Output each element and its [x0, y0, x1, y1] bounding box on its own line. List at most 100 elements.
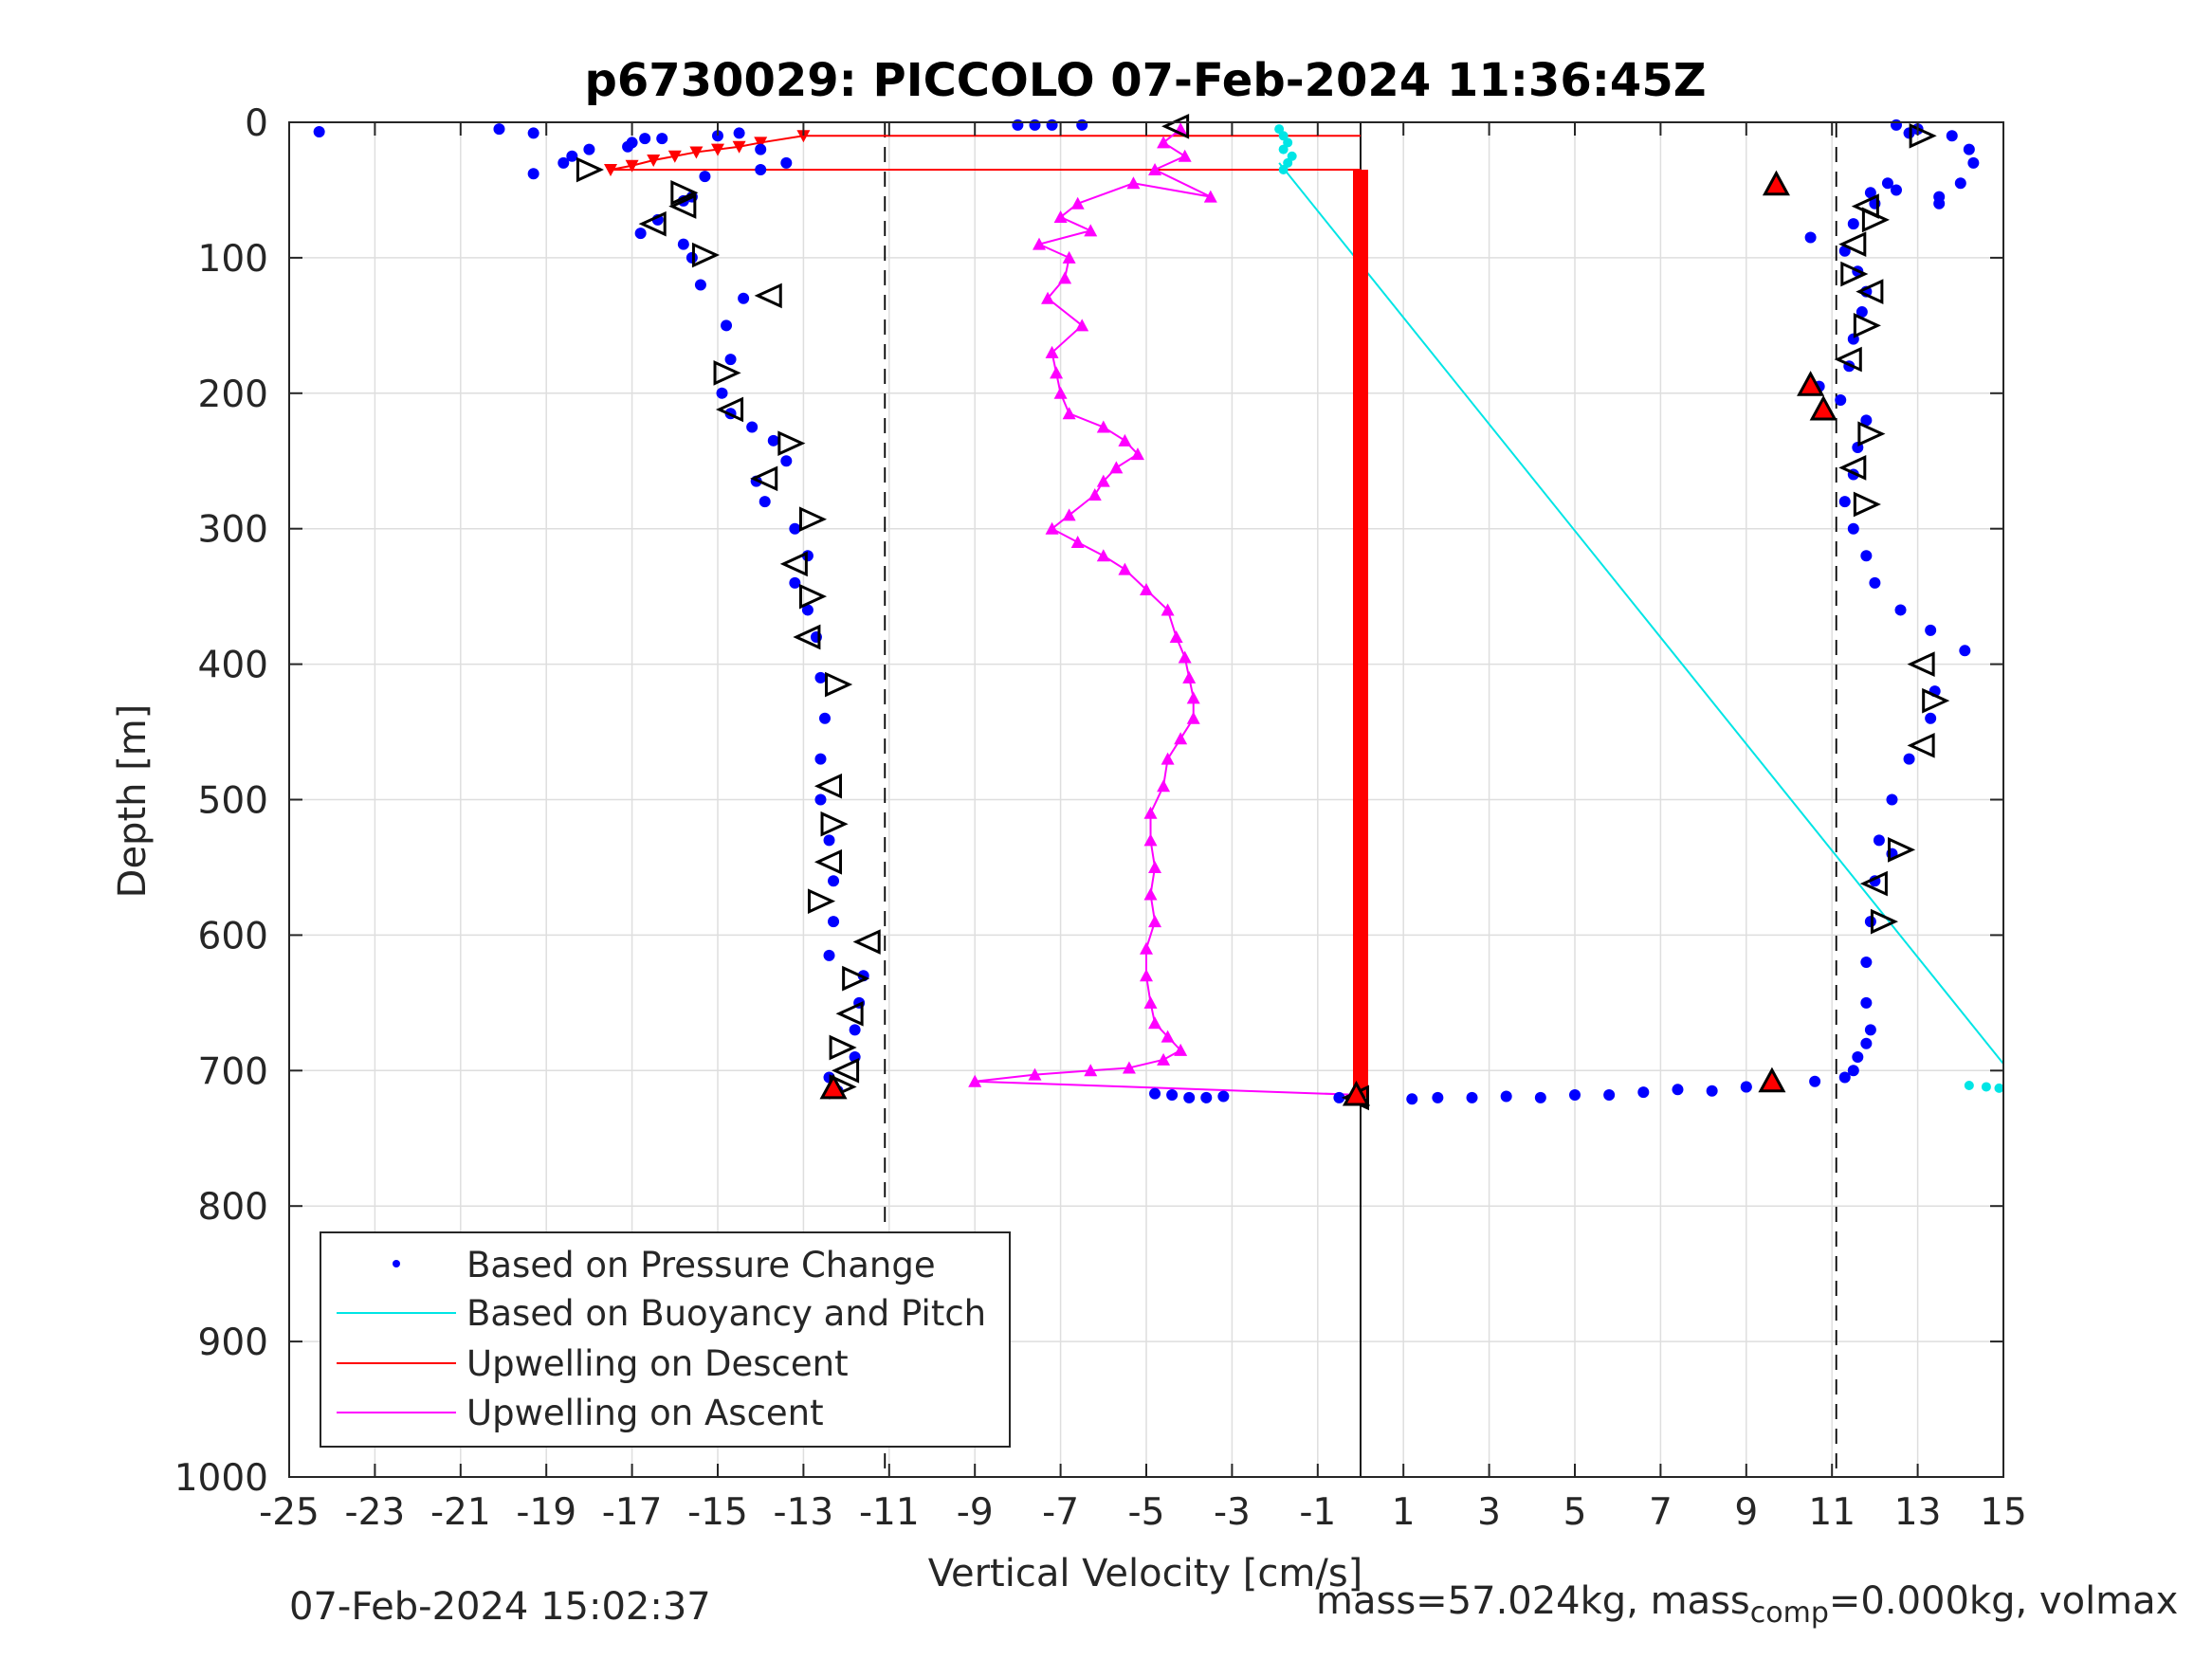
upwelling-ascent-point — [1050, 366, 1064, 379]
plot-area — [313, 113, 2004, 1111]
pressure-change-point — [789, 576, 801, 589]
pressure-change-point — [1466, 1091, 1478, 1103]
footer-mass-subscript: comp — [1749, 1596, 1829, 1630]
upwelling-ascent-point — [1118, 562, 1132, 575]
pressure-change-point — [1963, 143, 1975, 155]
marker-triangle — [1853, 313, 1881, 338]
marker-triangle — [691, 242, 721, 268]
upwelling-descent-bar — [1353, 170, 1368, 1098]
marker-red-triangle — [1809, 394, 1837, 421]
upwelling-ascent-point — [968, 1074, 982, 1087]
pressure-change-point — [828, 916, 840, 928]
pressure-change-point — [1809, 1075, 1821, 1087]
upwelling-ascent-point — [1062, 508, 1076, 521]
pressure-change-point — [1860, 996, 1873, 1009]
upwelling-ascent-point — [1053, 386, 1068, 399]
upwelling-descent-point — [711, 143, 724, 156]
marker-triangle — [820, 811, 849, 837]
buoyancy-pitch-point — [1994, 1083, 2004, 1093]
upwelling-ascent-point — [1174, 732, 1188, 745]
pressure-change-point — [1838, 1071, 1851, 1084]
pressure-change-point — [814, 793, 827, 806]
y-tick-label: 400 — [198, 645, 268, 687]
pressure-change-point — [1847, 1065, 1859, 1077]
upwelling-descent-point — [689, 146, 704, 159]
legend-label-descent: Upwelling on Descent — [466, 1343, 849, 1384]
pressure-change-point — [1740, 1081, 1752, 1093]
pressure-change-point — [1869, 576, 1881, 589]
y-tick-label: 1000 — [174, 1457, 268, 1500]
pressure-change-point — [1149, 1087, 1161, 1100]
upwelling-ascent-point — [1174, 1043, 1188, 1056]
upwelling-ascent-point — [1096, 549, 1110, 562]
pressure-change-point — [1864, 1024, 1876, 1036]
upwelling-ascent-point — [1033, 237, 1046, 250]
marker-triangle — [1907, 733, 1935, 758]
pressure-change-point — [746, 421, 759, 433]
marker-triangle — [638, 210, 667, 237]
marker-triangle — [814, 848, 843, 875]
upwelling-ascent-point — [1109, 461, 1124, 474]
pressure-change-point — [1012, 118, 1024, 131]
upwelling-ascent-point — [1126, 176, 1141, 190]
x-tick-label: -17 — [602, 1491, 663, 1534]
pressure-change-point — [1200, 1091, 1213, 1103]
pressure-change-point — [1954, 177, 1966, 190]
pressure-change-point — [558, 156, 570, 169]
pressure-change-point — [1166, 1089, 1179, 1102]
upwelling-ascent-point — [1130, 447, 1144, 461]
legend-box — [320, 1231, 1011, 1448]
y-tick-label: 300 — [198, 509, 268, 552]
upwelling-ascent-point — [1143, 806, 1158, 819]
upwelling-descent-point — [754, 137, 768, 150]
pressure-change-point — [1891, 184, 1902, 196]
upwelling-ascent-point — [1161, 603, 1175, 616]
marker-triangle — [842, 965, 870, 992]
pressure-change-point — [1967, 156, 1980, 169]
footer-mass-info: mass=57.024kg, masscomp=0.000kg, volmax — [1316, 1579, 2178, 1630]
x-tick-label: -5 — [1128, 1491, 1165, 1534]
pressure-change-point — [622, 140, 634, 153]
marker-triangle — [1838, 455, 1867, 481]
pressure-change-point — [566, 150, 578, 162]
pressure-change-point — [823, 834, 835, 847]
y-tick-label: 500 — [198, 780, 268, 823]
footer-timestamp: 07-Feb-2024 15:02:37 — [289, 1585, 711, 1629]
buoyancy-pitch-point — [1278, 165, 1289, 175]
upwelling-ascent-point — [1058, 271, 1072, 284]
upwelling-ascent-point — [1169, 630, 1183, 644]
upwelling-ascent-point — [1157, 1052, 1171, 1066]
upwelling-ascent-point — [1143, 833, 1158, 847]
pressure-change-point — [801, 604, 814, 616]
marker-red-triangle — [1762, 170, 1790, 196]
buoyancy-pitch-line — [1278, 162, 2004, 1065]
x-tick-label: -25 — [259, 1491, 320, 1534]
pressure-change-point — [1333, 1091, 1345, 1103]
x-tick-label: 1 — [1392, 1491, 1416, 1534]
marker-triangle — [715, 396, 744, 423]
upwelling-descent-point — [625, 159, 639, 173]
pressure-change-point — [1847, 218, 1859, 230]
marker-triangle — [713, 360, 741, 386]
legend-label-ascent: Upwelling on Ascent — [466, 1393, 824, 1433]
upwelling-descent-point — [667, 150, 682, 163]
marker-triangle — [1888, 837, 1916, 863]
marker-triangle — [1909, 122, 1937, 149]
marker-triangle — [793, 624, 821, 650]
marker-triangle — [814, 773, 843, 799]
x-tick-label: -1 — [1299, 1491, 1336, 1534]
pressure-change-point — [780, 156, 793, 169]
pressure-change-point — [493, 123, 505, 136]
upwelling-ascent-point — [1088, 487, 1102, 501]
marker-triangle — [1857, 421, 1886, 447]
pressure-change-point — [712, 130, 723, 142]
upwelling-ascent-point — [1070, 535, 1085, 548]
x-tick-label: -21 — [430, 1491, 491, 1534]
pressure-change-point — [1637, 1086, 1650, 1099]
y-tick-label: 200 — [198, 374, 268, 416]
marker-triangle — [798, 506, 828, 533]
pressure-change-point — [819, 712, 831, 724]
pressure-change-point — [527, 127, 539, 139]
marker-triangle — [754, 283, 782, 309]
